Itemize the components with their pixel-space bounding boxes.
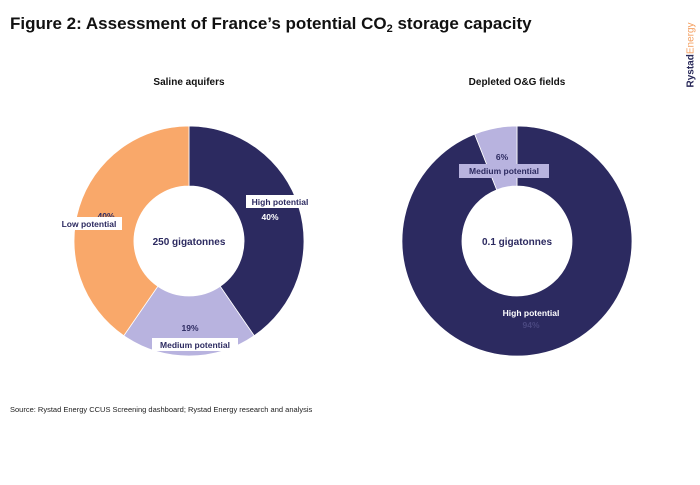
chart1-title: Saline aquifers <box>153 77 225 88</box>
chart1-center-label: 250 gigatonnes <box>153 237 226 248</box>
chart2-title: Depleted O&G fields <box>469 77 566 88</box>
chart1-high-value: 40% <box>261 212 278 222</box>
figure-title: Figure 2: Assessment of France’s potenti… <box>10 14 532 35</box>
chart1-high-category: High potential <box>252 197 309 207</box>
chart1-low-value: 40% <box>97 211 114 221</box>
chart1-medium-value: 19% <box>181 323 198 333</box>
figure-title-subscript: 2 <box>386 23 393 35</box>
chart1-medium-label-box <box>152 338 238 351</box>
chart2-medium-category: Medium potential <box>469 166 539 176</box>
chart2-medium-label-box <box>459 164 549 178</box>
figure-title-prefix: Figure 2: Assessment of France’s potenti… <box>10 14 387 33</box>
donut-charts: Saline aquifers 250 gigatonnes High pote… <box>56 77 633 357</box>
chart2-center-label: 0.1 gigatonnes <box>482 237 552 248</box>
chart2-high-category: High potential <box>503 308 560 318</box>
figure-title-suffix: storage capacity <box>392 14 532 33</box>
chart2-slice-high <box>401 125 633 357</box>
chart1-low-label-box <box>56 217 122 230</box>
chart1-slice-high <box>188 125 305 337</box>
chart1-slices <box>73 125 305 357</box>
chart1-low-category: Low potential <box>62 219 117 229</box>
source-note: Source: Rystad Energy CCUS Screening das… <box>10 405 313 414</box>
chart1-slice-low <box>73 125 190 337</box>
chart2-medium-value: 6% <box>496 152 509 162</box>
chart1-medium-category: Medium potential <box>160 340 230 350</box>
chart2-high-value: 94% <box>522 320 539 330</box>
chart1-high-label-box <box>246 195 314 208</box>
